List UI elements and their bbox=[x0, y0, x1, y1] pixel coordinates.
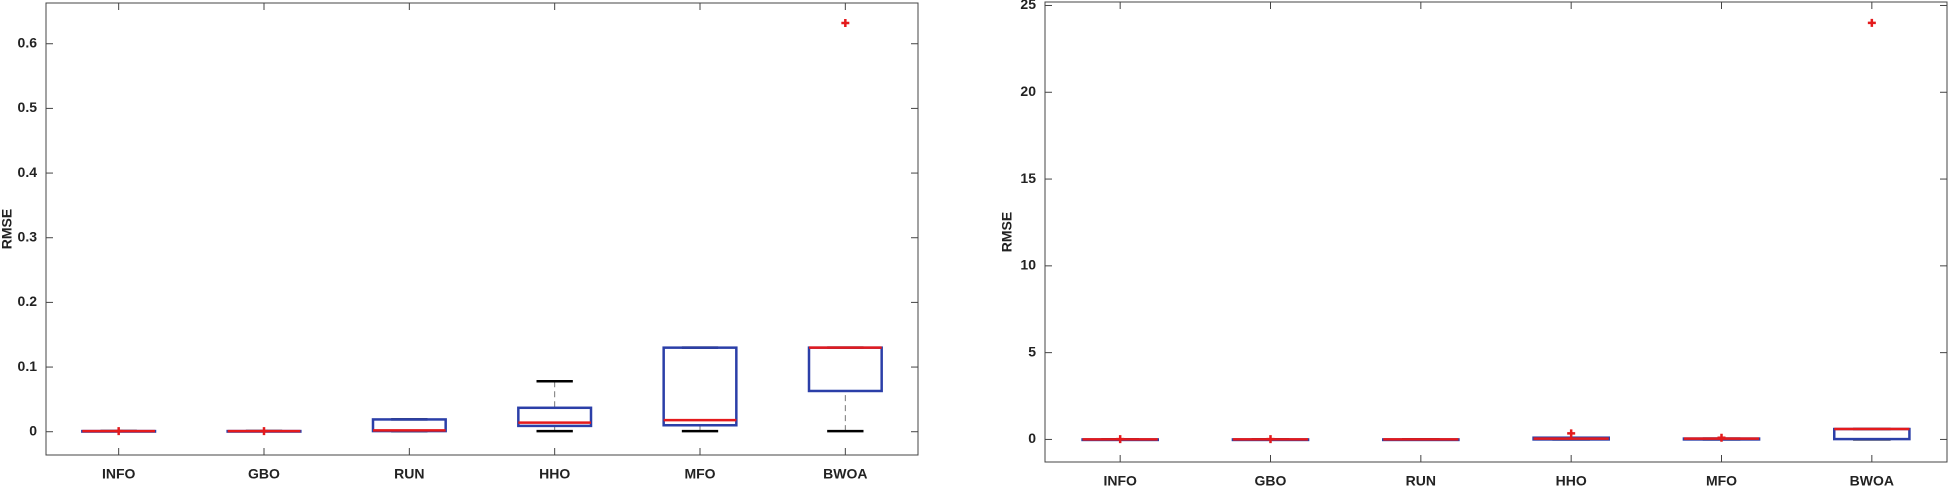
x-tick-label: BWOA bbox=[1850, 473, 1894, 486]
box bbox=[662, 346, 738, 427]
y-tick-label: 15 bbox=[1020, 170, 1036, 186]
plot-frame bbox=[1044, 1, 1948, 463]
plot-frame bbox=[45, 2, 919, 456]
outlier bbox=[114, 427, 123, 436]
outlier bbox=[1116, 435, 1125, 444]
outlier bbox=[1867, 18, 1876, 27]
x-tick-label: RUN bbox=[394, 466, 424, 482]
outlier bbox=[841, 19, 850, 28]
x-tick-label: GBO bbox=[1255, 473, 1287, 486]
outlier bbox=[1717, 433, 1726, 442]
x-tick-label: BWOA bbox=[823, 466, 867, 482]
outlier bbox=[1567, 429, 1576, 438]
x-tick-label: MFO bbox=[1706, 473, 1737, 486]
x-tick-label: INFO bbox=[102, 466, 136, 482]
x-tick-label: GBO bbox=[248, 466, 280, 482]
y-tick-label: 0.6 bbox=[18, 34, 38, 50]
box bbox=[807, 346, 883, 393]
x-tick-label: HHO bbox=[539, 466, 570, 482]
x-tick-label: RUN bbox=[1406, 473, 1436, 486]
x-tick-label: MFO bbox=[684, 466, 715, 482]
y-tick-label: 5 bbox=[1028, 343, 1036, 359]
y-tick-label: 0.4 bbox=[18, 164, 38, 180]
box bbox=[1833, 427, 1911, 441]
y-tick-label: 0 bbox=[29, 422, 37, 438]
y-tick-label: 0.2 bbox=[18, 293, 38, 309]
y-axis-label: RMSE bbox=[999, 212, 1015, 252]
box bbox=[517, 406, 593, 428]
y-tick-label: 10 bbox=[1020, 257, 1036, 273]
x-tick-label: INFO bbox=[1103, 473, 1137, 486]
y-axis-label: RMSE bbox=[0, 209, 15, 249]
y-tick-label: 0 bbox=[1028, 430, 1036, 446]
y-tick-label: 0.3 bbox=[18, 228, 38, 244]
y-tick-label: 25 bbox=[1020, 0, 1036, 12]
y-tick-label: 20 bbox=[1020, 83, 1036, 99]
x-tick-label: HHO bbox=[1556, 473, 1587, 486]
outlier bbox=[260, 427, 268, 436]
y-tick-label: 0.5 bbox=[18, 99, 38, 115]
outlier bbox=[1266, 435, 1275, 444]
y-tick-label: 0.1 bbox=[18, 358, 38, 374]
